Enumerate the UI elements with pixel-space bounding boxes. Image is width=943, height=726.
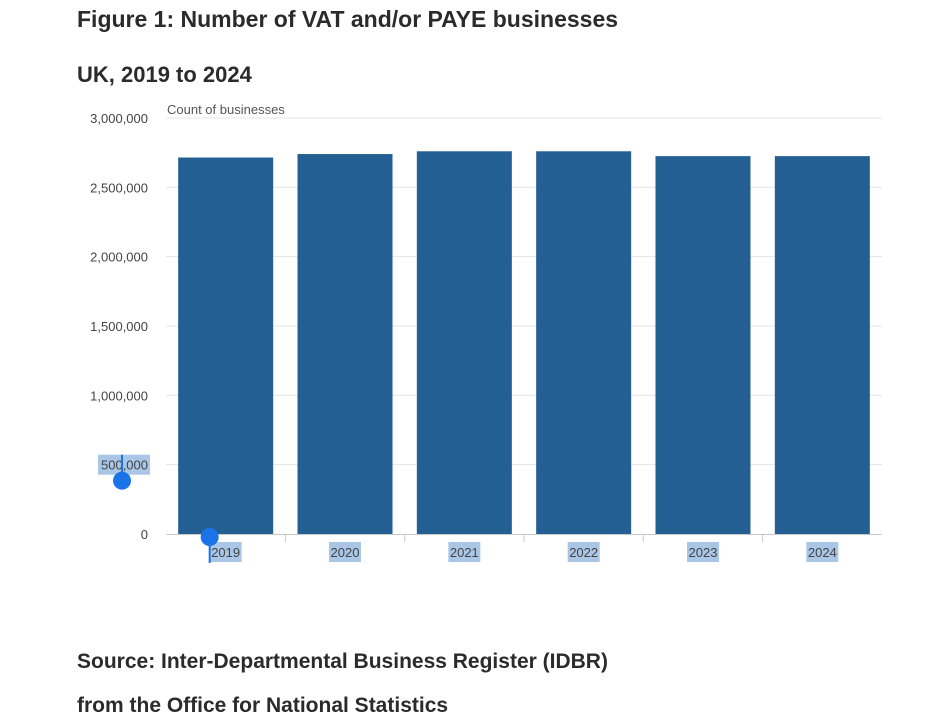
y-tick-label: 0 xyxy=(141,527,148,542)
x-label-selection xyxy=(567,542,600,562)
y-axis-title: Count of businesses xyxy=(167,102,285,117)
source-line-2: from the Office for National Statistics xyxy=(77,694,449,717)
x-label-selection xyxy=(687,542,719,562)
y-tick-label: 2,500,000 xyxy=(90,180,148,195)
text-selection-highlights xyxy=(98,454,839,562)
bar-2021 xyxy=(416,151,512,534)
bars xyxy=(178,151,870,534)
x-tick-label: 2023 xyxy=(689,545,718,560)
bar-chart: 0 500,000 1,000,000 1,500,000 2,000,000 2,500… xyxy=(90,102,882,563)
x-label-selection xyxy=(806,542,839,562)
bar-2023 xyxy=(655,156,751,534)
gridlines xyxy=(166,117,882,466)
x-label-selection xyxy=(448,542,481,562)
selection-handles[interactable] xyxy=(113,454,219,563)
y-label-selection xyxy=(98,454,150,475)
selection-end-handle[interactable] xyxy=(200,528,219,546)
selection-start-handle[interactable] xyxy=(113,471,131,490)
figure-subtitle: UK, 2019 to 2024 xyxy=(77,62,252,87)
bar-2024 xyxy=(774,156,870,534)
x-tick-label: 2024 xyxy=(808,545,837,560)
x-tick-label: 2021 xyxy=(450,545,479,560)
bar-2022 xyxy=(536,151,632,534)
x-tick-label: 2020 xyxy=(331,545,360,560)
x-label-selection xyxy=(329,542,361,562)
x-tick-label: 2019 xyxy=(211,545,240,560)
source-line-1: Source: Inter-Departmental Business Regi… xyxy=(77,650,608,673)
y-tick-label: 3,000,000 xyxy=(90,111,148,126)
y-tick-label: 2,000,000 xyxy=(90,250,148,265)
y-tick-label: 500,000 xyxy=(101,458,148,473)
bar-2020 xyxy=(297,154,393,534)
x-tick-label: 2022 xyxy=(569,545,598,560)
y-tick-label: 1,000,000 xyxy=(90,388,148,403)
x-label-selection xyxy=(209,542,242,562)
figure-title: Figure 1: Number of VAT and/or PAYE busi… xyxy=(77,6,619,32)
y-tick-label: 1,500,000 xyxy=(90,319,148,334)
axes: 0 500,000 1,000,000 1,500,000 2,000,000 2,500… xyxy=(90,111,882,560)
bar-2019 xyxy=(178,157,274,534)
